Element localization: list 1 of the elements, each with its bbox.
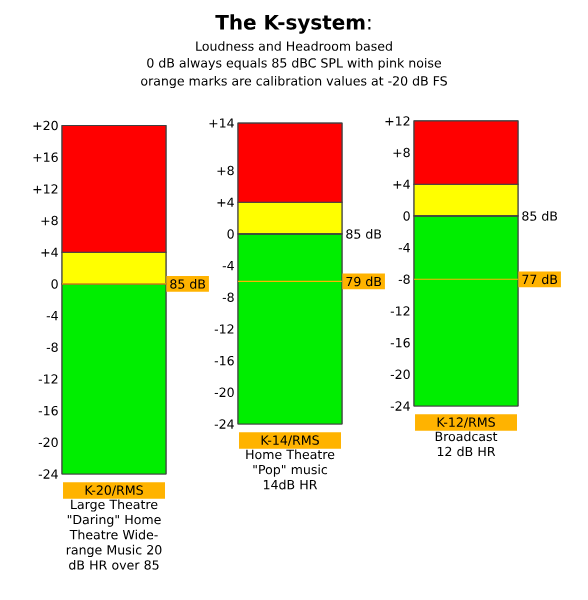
chart-title: The K-system: xyxy=(215,14,371,34)
